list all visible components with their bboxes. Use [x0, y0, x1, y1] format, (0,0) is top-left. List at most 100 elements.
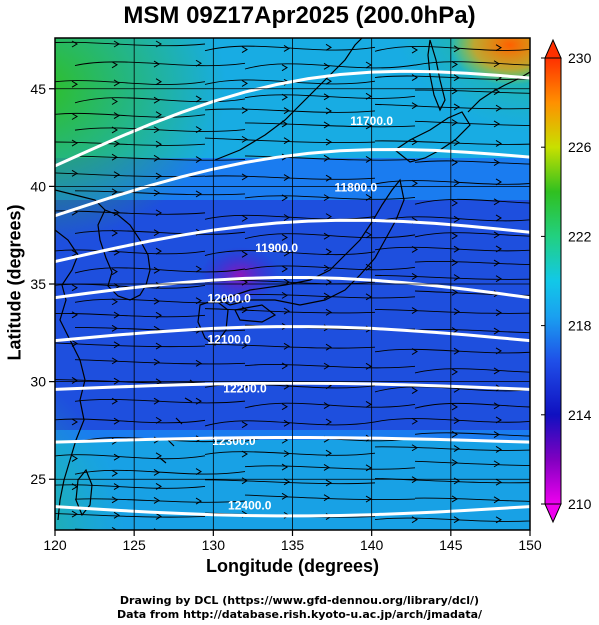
streamline-arrow — [323, 154, 330, 162]
colorbar-tick-label: 218 — [568, 318, 592, 334]
streamline-arrow — [536, 432, 541, 438]
streamline-arrow — [493, 231, 500, 239]
streamline-arrow — [411, 307, 418, 314]
y-tick-label: 45 — [30, 81, 46, 97]
streamline-arrow — [453, 274, 460, 282]
streamline-arrow — [153, 497, 160, 504]
streamline-arrow — [453, 245, 460, 253]
streamline-arrow — [495, 446, 502, 453]
streamline-arrow — [111, 153, 118, 161]
streamline — [244, 122, 416, 128]
streamline — [374, 246, 530, 252]
streamline — [74, 469, 246, 475]
streamline-arrow — [451, 288, 458, 296]
streamline-arrow — [71, 455, 78, 462]
streamline-arrow — [195, 497, 202, 505]
streamline — [204, 420, 376, 427]
streamline-arrow — [495, 214, 502, 222]
streamline — [414, 198, 530, 205]
streamline — [414, 368, 530, 374]
streamline-arrow — [196, 529, 197, 530]
streamline-arrow — [153, 189, 160, 197]
streamline-arrow — [71, 40, 78, 48]
x-tick-label: 135 — [281, 537, 305, 553]
streamline-arrow — [195, 95, 202, 103]
streamline-arrow — [113, 511, 120, 519]
streamline — [245, 533, 415, 536]
streamline-arrow — [411, 516, 418, 524]
streamline-arrow — [281, 234, 288, 241]
streamline-arrow — [493, 120, 500, 128]
streamline — [244, 265, 416, 271]
streamline-arrow — [111, 61, 118, 69]
streamline-arrow — [536, 160, 541, 166]
streamline-arrow — [155, 483, 162, 490]
contour-label: 12400.0 — [228, 499, 272, 513]
streamline-arrow — [241, 450, 248, 458]
streamline-arrow — [323, 194, 330, 202]
streamline-arrow — [365, 464, 372, 472]
streamline-arrow — [283, 419, 290, 427]
streamline-arrow — [536, 122, 541, 128]
streamline-arrow — [281, 64, 288, 72]
streamline-arrow — [536, 198, 541, 204]
streamline-arrow — [323, 402, 330, 410]
streamline-arrow — [323, 264, 330, 272]
credit-data: Data from http://database.rish.kyoto-u.a… — [116, 608, 483, 621]
streamline-arrow — [153, 96, 160, 104]
streamline — [414, 460, 530, 467]
streamline — [244, 494, 416, 501]
streamline-arrow — [451, 459, 458, 467]
streamline-arrow — [113, 311, 120, 319]
streamline-arrow — [283, 45, 290, 52]
streamline-arrow — [493, 159, 500, 166]
streamline — [414, 61, 530, 66]
streamline-arrow — [325, 479, 332, 487]
streamline-arrow — [451, 403, 458, 411]
streamline — [374, 517, 530, 522]
x-axis-label: Longitude (degrees) — [205, 556, 379, 576]
streamline-arrow — [325, 107, 332, 115]
streamline-arrow — [453, 308, 460, 316]
streamline — [204, 175, 376, 180]
streamline-arrow — [453, 516, 460, 524]
streamline-arrow — [281, 362, 288, 370]
streamline-arrow — [153, 229, 160, 237]
streamline-arrow — [283, 137, 290, 145]
streamline-arrow — [111, 298, 118, 306]
streamline — [374, 140, 530, 145]
streamline — [414, 497, 530, 502]
streamline — [55, 80, 206, 86]
streamline-arrow — [241, 79, 248, 87]
streamline — [55, 41, 206, 47]
streamline — [374, 103, 530, 110]
streamline-arrow — [365, 401, 372, 408]
contour-label: 12100.0 — [207, 333, 251, 347]
streamline-arrow — [195, 265, 202, 273]
colorbar: 210 214 218 222 226 230 — [541, 38, 592, 524]
wind-streamlines — [55, 40, 541, 543]
streamline-arrow — [453, 74, 460, 82]
streamline-arrow — [71, 510, 78, 518]
y-tick-label: 30 — [30, 374, 46, 390]
x-tick-label: 130 — [202, 537, 226, 553]
streamline-arrow — [195, 397, 202, 405]
streamline-arrow — [195, 190, 202, 198]
streamline-arrow — [325, 343, 332, 351]
streamline-arrow — [365, 362, 372, 370]
streamline-arrow — [494, 537, 499, 543]
streamline — [374, 45, 530, 52]
streamline-arrow — [241, 173, 248, 181]
streamline-arrow — [281, 403, 288, 411]
streamline — [374, 216, 530, 223]
streamline — [74, 97, 246, 104]
streamline-arrow — [71, 311, 78, 319]
streamline-arrow — [453, 45, 460, 53]
streamline-arrow — [323, 121, 330, 129]
streamline — [244, 195, 416, 200]
streamline-arrow — [325, 138, 332, 146]
streamline-arrow — [453, 215, 460, 223]
streamline — [374, 446, 530, 451]
streamline — [55, 484, 206, 489]
streamline-arrow — [493, 402, 500, 410]
